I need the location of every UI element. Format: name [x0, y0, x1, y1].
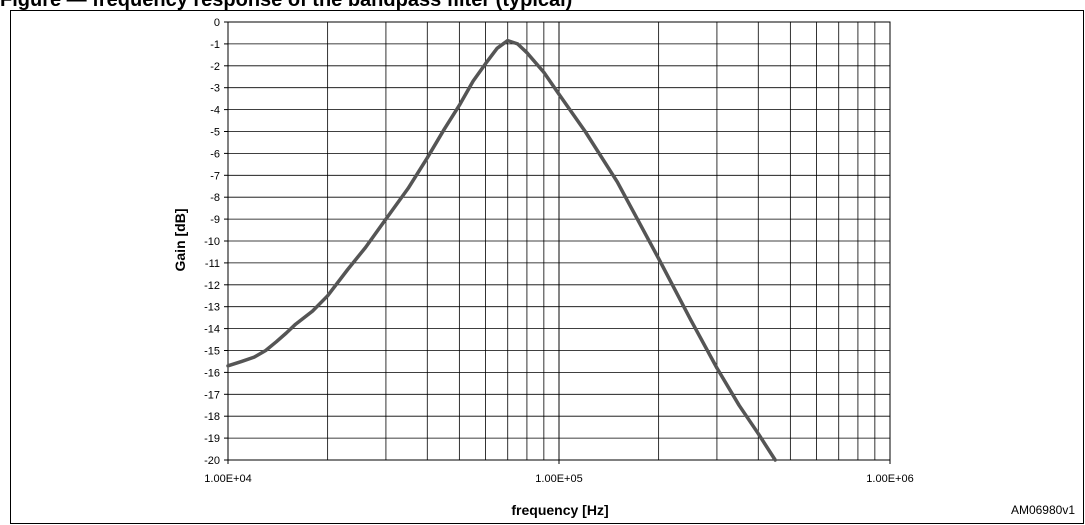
y-tick-label: -9	[210, 214, 220, 226]
y-tick-label: -8	[210, 192, 220, 204]
y-tick-label: -11	[205, 258, 220, 270]
chart-frame	[10, 10, 1084, 524]
y-tick-label: -1	[210, 39, 220, 51]
y-tick-label: -13	[204, 302, 220, 314]
series-layer	[226, 38, 777, 462]
x-axis-label: frequency [Hz]	[511, 502, 608, 518]
grid-lines	[224, 21, 891, 464]
y-axis-label: Gain [dB]	[172, 209, 188, 272]
y-tick-label: -12	[204, 280, 220, 292]
y-tick-label: -4	[210, 105, 220, 117]
y-tick-label: -3	[210, 83, 220, 95]
x-tick-label: 1.00E+06	[866, 473, 913, 485]
x-tick-label: 1.00E+04	[204, 473, 251, 485]
y-tick-label: -7	[210, 170, 220, 182]
y-tick-label: -19	[204, 433, 220, 445]
y-tick-label: -10	[204, 236, 220, 248]
y-tick-label: 0	[214, 17, 220, 29]
gain-curve	[226, 38, 777, 462]
tick-labels: 0 -1 -2 -3 -4 -5 -6 -7 -8 -9 -10 -11 -12 -13 -14 -15 -16…	[204, 17, 914, 485]
y-tick-label: -2	[210, 61, 220, 73]
y-tick-label: -5	[210, 127, 220, 139]
y-tick-label: -16	[204, 367, 220, 379]
y-tick-label: -18	[204, 411, 220, 423]
x-tick-label: 1.00E+05	[535, 473, 582, 485]
watermark-id: AM06980v1	[1011, 503, 1075, 517]
y-tick-label: -15	[204, 346, 220, 358]
y-tick-label: -14	[204, 324, 220, 336]
figure-caption: Figure — frequency response of the bandp…	[0, 0, 1085, 10]
y-tick-label: -17	[204, 389, 220, 401]
y-tick-label: -6	[210, 148, 220, 160]
y-tick-label: -20	[204, 455, 220, 467]
